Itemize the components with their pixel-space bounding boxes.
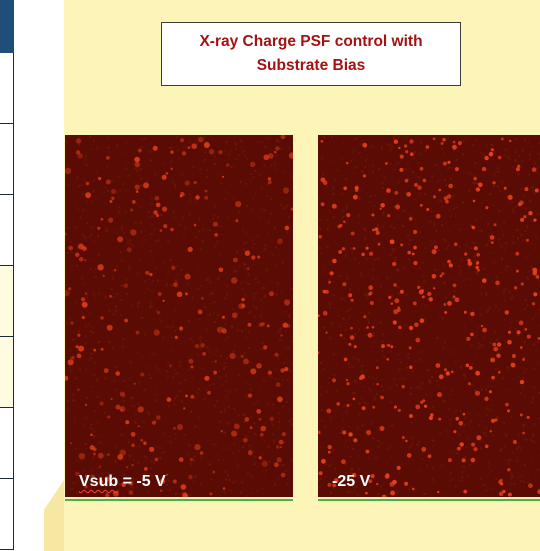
slide-title: X-ray Charge PSF control with Substrate … (199, 33, 423, 74)
slide-title-box: X-ray Charge PSF control with Substrate … (161, 22, 461, 86)
table-cell (0, 408, 14, 479)
table-header-cell (0, 0, 14, 53)
image-label: -25 V (332, 473, 370, 491)
xray-spot-image (318, 135, 540, 497)
table-cell (0, 337, 14, 408)
image-label-value: -25 V (332, 473, 371, 490)
table-cell (0, 124, 14, 195)
xray-image-vsub-5v: Vsub = -5 V (65, 135, 293, 501)
table-cell (0, 479, 14, 550)
table-cell (0, 195, 14, 266)
xray-image-vsub-25v: -25 V (318, 135, 540, 501)
table-cell (0, 266, 14, 337)
image-label-prefix: Vsub (79, 473, 119, 490)
xray-spot-image (65, 135, 293, 497)
slide-panel: X-ray Charge PSF control with Substrate … (44, 0, 540, 551)
table-cell (0, 53, 14, 124)
left-table-fragment (0, 0, 14, 551)
image-label: Vsub = -5 V (79, 473, 166, 491)
image-label-value: = -5 V (118, 473, 166, 490)
